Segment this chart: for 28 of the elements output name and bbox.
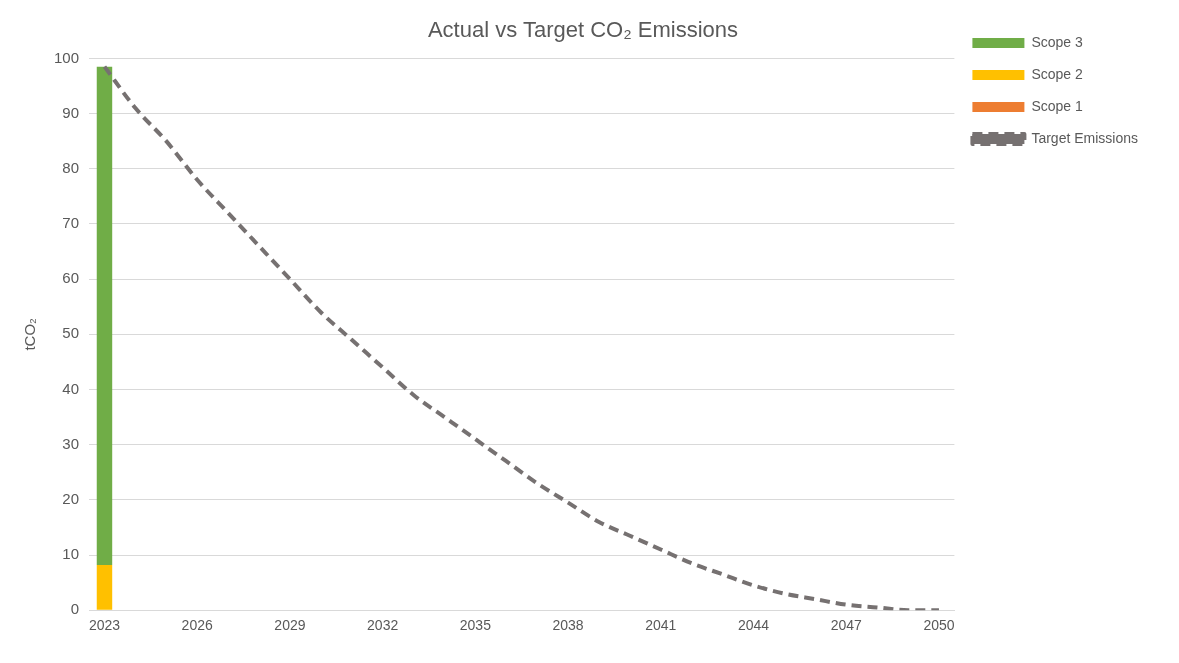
legend-label: Scope 3 [1031,33,1083,50]
x-tick-label: 2029 [274,617,306,634]
x-tick-label: 2044 [737,617,770,634]
x-tick-label: 2050 [923,617,955,634]
legend-label: Scope 1 [1031,97,1083,114]
x-tick-label: 2035 [459,617,492,634]
x-tick-label: 2032 [367,617,399,634]
y-tick-label: 60 [62,269,80,287]
y-tick-label: 100 [54,48,80,66]
y-tick-label: 90 [62,103,80,121]
y-axis-title: tCO₂ [21,317,39,351]
legend-label: Target Emissions [1031,129,1138,146]
y-tick-label: 70 [62,214,80,232]
y-tick-label: 20 [62,489,80,507]
legend-label: Scope 2 [1031,65,1083,82]
x-tick-label: 2047 [830,617,863,634]
y-tick-label: 10 [62,545,80,563]
line-series [102,64,941,611]
y-tick-label: 40 [62,379,80,397]
x-tick-label: 2038 [552,617,584,634]
y-tick-label: 80 [62,158,80,176]
x-tick-label: 2026 [181,617,213,634]
x-tick-label: 2041 [645,617,677,634]
chart-title: Actual vs Target CO₂ Emissions [427,17,739,43]
y-tick-label: 50 [62,324,80,342]
y-tick-label: 0 [70,600,80,618]
y-tick-label: 30 [62,434,80,452]
x-tick-label: 2023 [88,617,121,634]
